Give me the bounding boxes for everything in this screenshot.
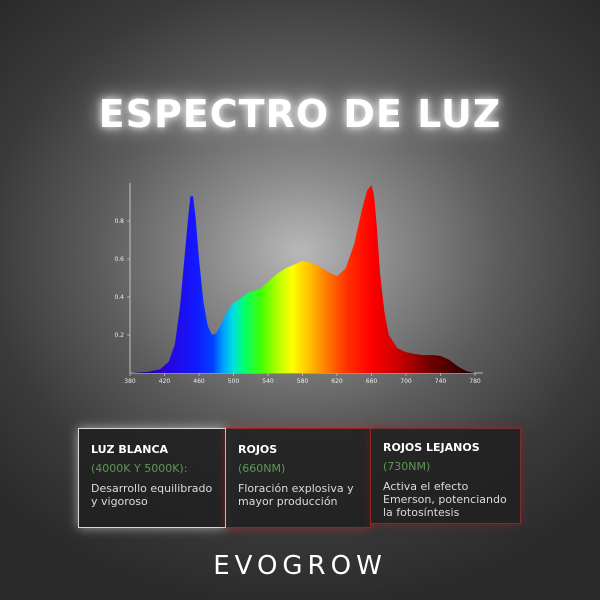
card-title: ROJOS — [238, 443, 278, 456]
card-description-line: mayor producción — [238, 495, 338, 508]
chart-ticks: 380 420 460 500 540 580 620 660 700 740 780 0.2 0.4 0… — [114, 218, 480, 385]
x-tick-label: 460 — [193, 378, 205, 385]
card-description-line: y vigoroso — [91, 495, 148, 508]
card-description-line: la fotosíntesis — [383, 506, 460, 519]
card-description-line: Emerson, potenciando — [383, 493, 507, 506]
x-tick-label: 540 — [262, 378, 274, 385]
x-tick-label: 780 — [469, 378, 481, 385]
card-rojos: ROJOS (660NM) Floración explosiva y mayo… — [226, 428, 371, 528]
chart-area-layer — [130, 184, 475, 373]
card-description-line: Activa el efecto — [383, 480, 469, 493]
x-tick-label: 660 — [366, 378, 378, 385]
y-tick-label: 0.6 — [114, 256, 124, 263]
x-tick-label: 700 — [400, 378, 412, 385]
card-rojos-lejanos: ROJOS LEJANOS (730NM) Activa el efecto E… — [371, 428, 521, 524]
x-tick-label: 420 — [159, 378, 171, 385]
spectrum-area — [130, 184, 475, 373]
x-tick-label: 500 — [228, 378, 240, 385]
x-tick-label: 380 — [124, 378, 136, 385]
card-subtitle: (4000K Y 5000K): — [91, 462, 188, 475]
y-tick-label: 0.4 — [114, 294, 124, 301]
x-tick-label: 580 — [297, 378, 309, 385]
x-tick-label: 620 — [331, 378, 343, 385]
card-description-line: Floración explosiva y — [238, 482, 354, 495]
brand-logo: EVOGROW — [213, 551, 387, 581]
card-title: ROJOS LEJANOS — [383, 441, 480, 454]
y-tick-label: 0.2 — [114, 332, 124, 339]
page-title: ESPECTRO DE LUZ — [98, 92, 502, 136]
card-luz-blanca: LUZ BLANCA (4000K Y 5000K): Desarrollo e… — [78, 428, 226, 528]
x-tick-label: 740 — [435, 378, 447, 385]
card-subtitle: (660NM) — [238, 462, 286, 475]
card-description-line: Desarrollo equilibrado — [91, 482, 213, 495]
y-tick-label: 0.8 — [114, 218, 124, 225]
card-title: LUZ BLANCA — [91, 443, 169, 456]
card-subtitle: (730NM) — [383, 460, 431, 473]
